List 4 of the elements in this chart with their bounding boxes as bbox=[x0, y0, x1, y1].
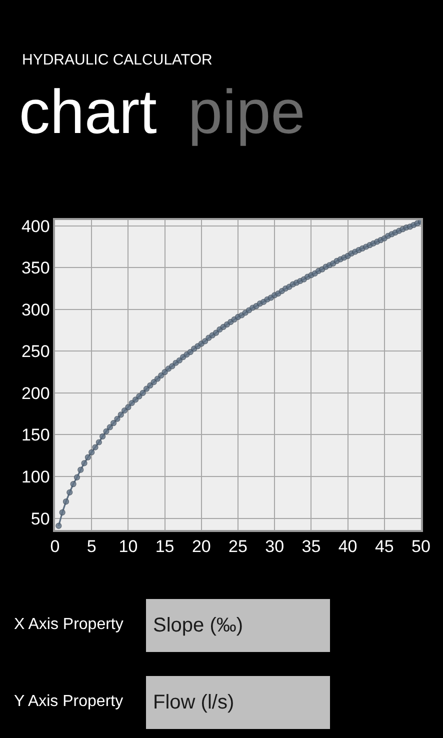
x-tick-label: 45 bbox=[374, 537, 394, 556]
x-tick-label: 50 bbox=[412, 537, 430, 556]
x-tick-label: 35 bbox=[302, 537, 321, 556]
x-tick-label: 40 bbox=[338, 537, 358, 556]
